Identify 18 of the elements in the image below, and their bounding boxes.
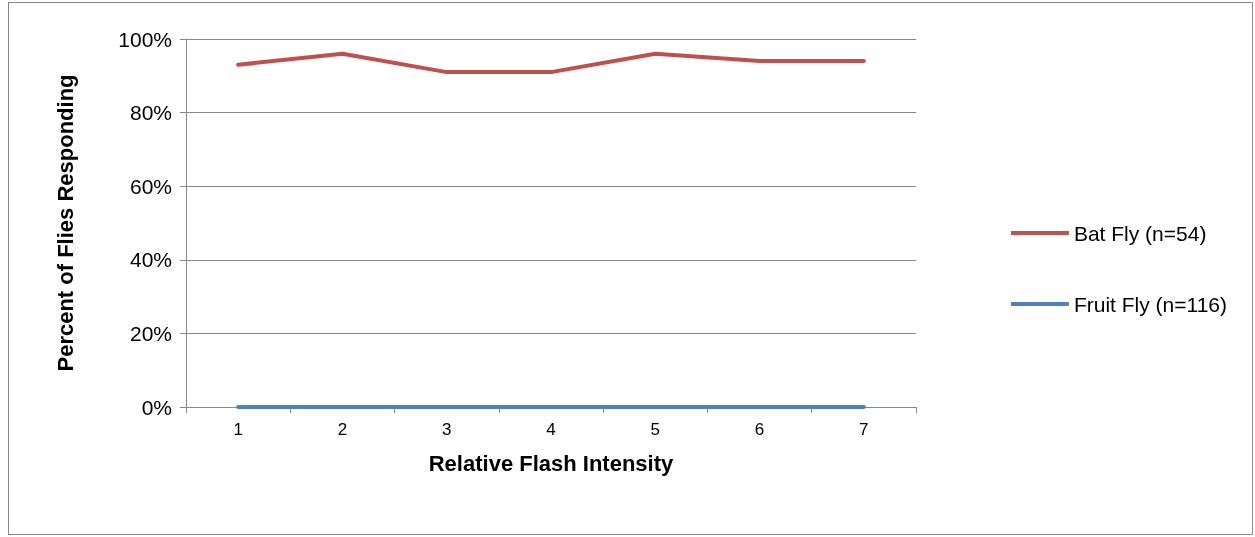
- x-axis-title: Relative Flash Intensity: [428, 450, 675, 476]
- y-tick-label: 0%: [141, 395, 172, 419]
- legend-label: Bat Fly (n=54): [1073, 221, 1207, 245]
- x-tick-label: 3: [441, 420, 452, 439]
- y-tick-label: 80%: [129, 101, 172, 125]
- x-tick-label: 4: [546, 420, 556, 439]
- legend-label: Fruit Fly (n=116): [1073, 292, 1228, 316]
- y-axis-title: Percent of Flies Responding: [52, 74, 78, 372]
- x-tick-label: 1: [233, 420, 243, 439]
- y-tick-label: 40%: [129, 248, 172, 272]
- x-tick-label: 5: [650, 420, 661, 439]
- y-tick-label: 60%: [129, 174, 172, 198]
- y-tick-label: 100%: [118, 27, 172, 51]
- x-tick-label: 2: [337, 420, 348, 439]
- x-tick-label: 7: [859, 420, 869, 439]
- x-tick-label: 6: [754, 420, 765, 439]
- line-series: [236, 51, 866, 75]
- y-tick-label: 20%: [129, 321, 172, 345]
